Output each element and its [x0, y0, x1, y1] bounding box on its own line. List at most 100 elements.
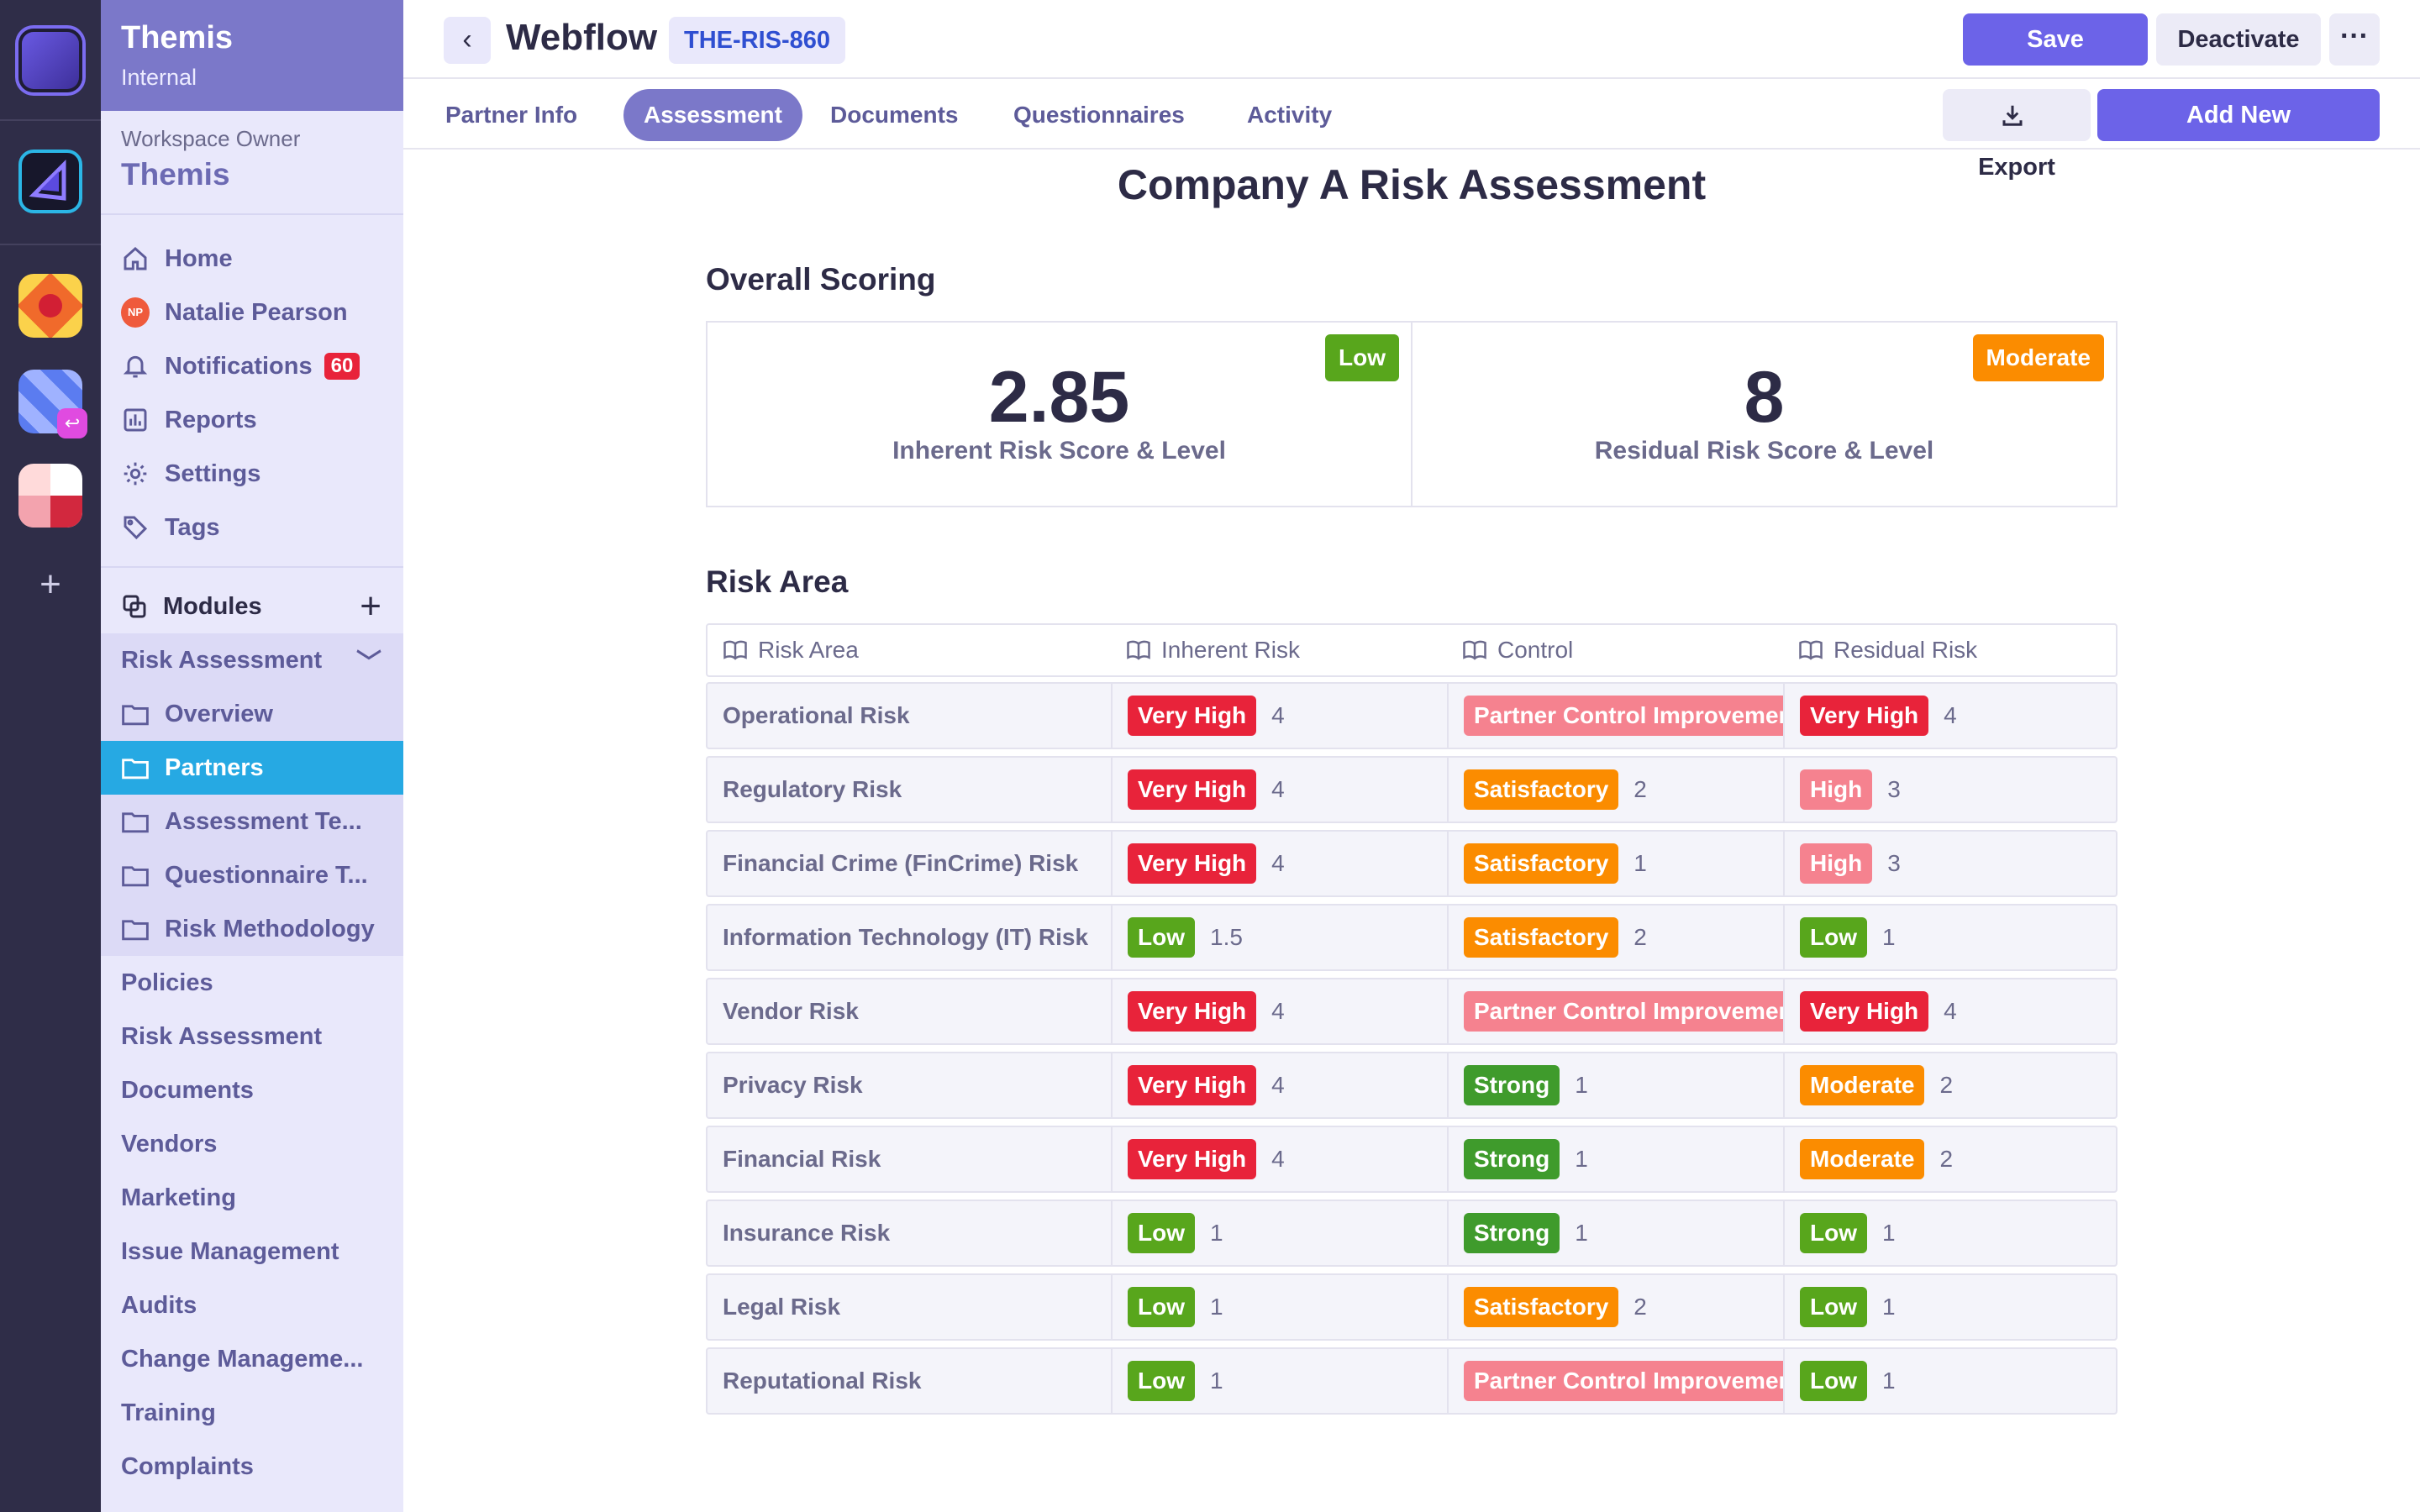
control-cell[interactable]: Satisfactory 2: [1447, 758, 1783, 822]
themis-app-icon[interactable]: [18, 150, 82, 213]
score-number: 1: [1634, 850, 1647, 876]
sidebar-item-audits[interactable]: Audits: [121, 1291, 197, 1319]
back-button[interactable]: ‹: [444, 17, 491, 64]
inherent-risk-cell[interactable]: Very High 4: [1111, 1053, 1447, 1117]
tab-documents[interactable]: Documents: [830, 102, 959, 128]
control-cell[interactable]: Satisfactory 2: [1447, 906, 1783, 969]
control-cell[interactable]: Strong 1: [1447, 1201, 1783, 1265]
red-squares-app-icon[interactable]: [18, 464, 82, 528]
residual-risk-cell[interactable]: Low 1: [1783, 1275, 2116, 1339]
sidebar-item-risk-assessment[interactable]: Risk Assessment: [121, 1022, 323, 1050]
sidebar-item-risk-assessment-group[interactable]: Risk Assessment ﹀: [101, 633, 403, 687]
sidebar-item-issue-management[interactable]: Issue Management: [121, 1237, 339, 1265]
inherent-level-badge: Low: [1325, 334, 1399, 381]
rail-divider: [0, 244, 101, 245]
sidebar-item-change-management[interactable]: Change Manageme...: [121, 1345, 364, 1373]
sidebar-item-tags[interactable]: Tags: [101, 501, 403, 554]
table-row[interactable]: Regulatory Risk Very High 4 Satisfactory 2…: [706, 756, 2118, 823]
tab-assessment[interactable]: Assessment: [623, 89, 802, 141]
sidebar-item-policies[interactable]: Policies: [121, 969, 213, 996]
deactivate-button[interactable]: Deactivate: [2156, 13, 2321, 66]
score-number: 4: [1944, 998, 1957, 1024]
residual-risk-cell[interactable]: Moderate 2: [1783, 1127, 2116, 1191]
residual-risk-cell[interactable]: High 3: [1783, 758, 2116, 822]
table-row[interactable]: Vendor Risk Very High 4 Partner Control I…: [706, 978, 2118, 1045]
export-button[interactable]: Export: [1943, 89, 2091, 181]
table-row[interactable]: Privacy Risk Very High 4 Strong 1 Moderate…: [706, 1052, 2118, 1119]
add-workspace-icon[interactable]: +: [39, 564, 61, 605]
workspace-header[interactable]: Themis Internal: [101, 0, 403, 111]
overall-scoring: 2.85 Inherent Risk Score & Level Low 8 R…: [706, 321, 2118, 507]
score-number: 2: [1634, 1294, 1647, 1320]
more-options-button[interactable]: ···: [2329, 13, 2380, 66]
inherent-risk-cell[interactable]: Low 1: [1111, 1349, 1447, 1413]
workspace-app-icon[interactable]: [18, 29, 82, 92]
chevron-down-icon[interactable]: ﹀: [356, 649, 381, 677]
sidebar-item-reports[interactable]: Reports: [101, 393, 403, 447]
orange-app-icon[interactable]: [18, 274, 82, 338]
table-row[interactable]: Operational Risk Very High 4 Partner Cont…: [706, 682, 2118, 749]
inherent-risk-cell[interactable]: Low 1.5: [1111, 906, 1447, 969]
column-header-label: Control: [1497, 637, 1574, 663]
table-row[interactable]: Financial Crime (FinCrime) Risk Very Hig…: [706, 830, 2118, 897]
inherent-score-value: 2.85: [988, 357, 1130, 438]
table-row[interactable]: Information Technology (IT) Risk Low 1.5 …: [706, 904, 2118, 971]
residual-risk-cell[interactable]: Moderate 2: [1783, 1053, 2116, 1117]
save-partner-button[interactable]: Save Partner: [1963, 13, 2148, 105]
control-cell[interactable]: Satisfactory 2: [1447, 1275, 1783, 1339]
sidebar-item-settings[interactable]: Settings: [101, 447, 403, 501]
column-header-control[interactable]: Control: [1447, 637, 1783, 664]
control-cell[interactable]: Strong 1: [1447, 1053, 1783, 1117]
residual-risk-cell[interactable]: Low 1: [1783, 1201, 2116, 1265]
chevron-left-icon: ‹: [462, 24, 472, 55]
sidebar-item-overview[interactable]: Overview: [101, 687, 403, 741]
inherent-risk-cell[interactable]: Very High 4: [1111, 979, 1447, 1043]
sidebar-item-questionnaire-templates[interactable]: Questionnaire T...: [101, 848, 403, 902]
sidebar-item-notifications[interactable]: Notifications 60: [101, 339, 403, 393]
sidebar-item-user[interactable]: NP Natalie Pearson: [101, 286, 403, 339]
add-module-button[interactable]: +: [360, 585, 381, 627]
column-header-risk-area[interactable]: Risk Area: [708, 637, 1111, 664]
inherent-risk-cell[interactable]: Low 1: [1111, 1275, 1447, 1339]
level-badge: Satisfactory: [1464, 1287, 1619, 1327]
table-row[interactable]: Insurance Risk Low 1 Strong 1 Low 1: [706, 1200, 2118, 1267]
inherent-risk-cell[interactable]: Very High 4: [1111, 1127, 1447, 1191]
inherent-risk-cell[interactable]: Very High 4: [1111, 758, 1447, 822]
home-icon: [121, 244, 150, 273]
sidebar-item-vendors[interactable]: Vendors: [121, 1130, 218, 1158]
residual-risk-cell[interactable]: Low 1: [1783, 906, 2116, 969]
inherent-risk-cell[interactable]: Very High 4: [1111, 832, 1447, 895]
residual-risk-cell[interactable]: Very High 4: [1783, 979, 2116, 1043]
table-row[interactable]: Financial Risk Very High 4 Strong 1 Modera…: [706, 1126, 2118, 1193]
table-row[interactable]: Legal Risk Low 1 Satisfactory 2 Low 1: [706, 1273, 2118, 1341]
sidebar-item-marketing[interactable]: Marketing: [121, 1184, 236, 1211]
level-badge: Low: [1800, 917, 1867, 958]
sidebar-item-assessment-templates[interactable]: Assessment Te...: [101, 795, 403, 848]
control-cell[interactable]: Partner Control Improvement: [1447, 684, 1783, 748]
table-row[interactable]: Reputational Risk Low 1 Partner Control I…: [706, 1347, 2118, 1415]
sidebar-item-complaints[interactable]: Complaints: [121, 1452, 254, 1480]
sidebar-item-home[interactable]: Home: [101, 232, 403, 286]
pattern-app-icon[interactable]: ↩: [18, 370, 87, 438]
tab-activity[interactable]: Activity: [1247, 102, 1333, 128]
residual-risk-cell[interactable]: Low 1: [1783, 1349, 2116, 1413]
control-cell[interactable]: Satisfactory 1: [1447, 832, 1783, 895]
add-new-assessment-button[interactable]: Add New Assessment: [2097, 89, 2380, 181]
control-cell[interactable]: Partner Control Improvement: [1447, 1349, 1783, 1413]
residual-risk-cell[interactable]: Very High 4: [1783, 684, 2116, 748]
sidebar-item-risk-methodology[interactable]: Risk Methodology: [101, 902, 403, 956]
tab-questionnaires[interactable]: Questionnaires: [1013, 102, 1185, 128]
sidebar-item-training[interactable]: Training: [121, 1399, 216, 1426]
control-cell[interactable]: Strong 1: [1447, 1127, 1783, 1191]
column-header-inherent-risk[interactable]: Inherent Risk: [1111, 637, 1447, 664]
tab-partner-info[interactable]: Partner Info: [445, 102, 578, 128]
inherent-risk-cell[interactable]: Very High 4: [1111, 684, 1447, 748]
inherent-risk-cell[interactable]: Low 1: [1111, 1201, 1447, 1265]
sidebar-item-partners[interactable]: Partners: [101, 741, 403, 795]
control-cell[interactable]: Partner Control Improvement: [1447, 979, 1783, 1043]
column-header-residual-risk[interactable]: Residual Risk: [1783, 637, 1977, 664]
residual-risk-cell[interactable]: High 3: [1783, 832, 2116, 895]
score-number: 1: [1210, 1294, 1223, 1320]
sidebar-item-documents[interactable]: Documents: [121, 1076, 254, 1104]
book-icon: [1463, 640, 1486, 660]
